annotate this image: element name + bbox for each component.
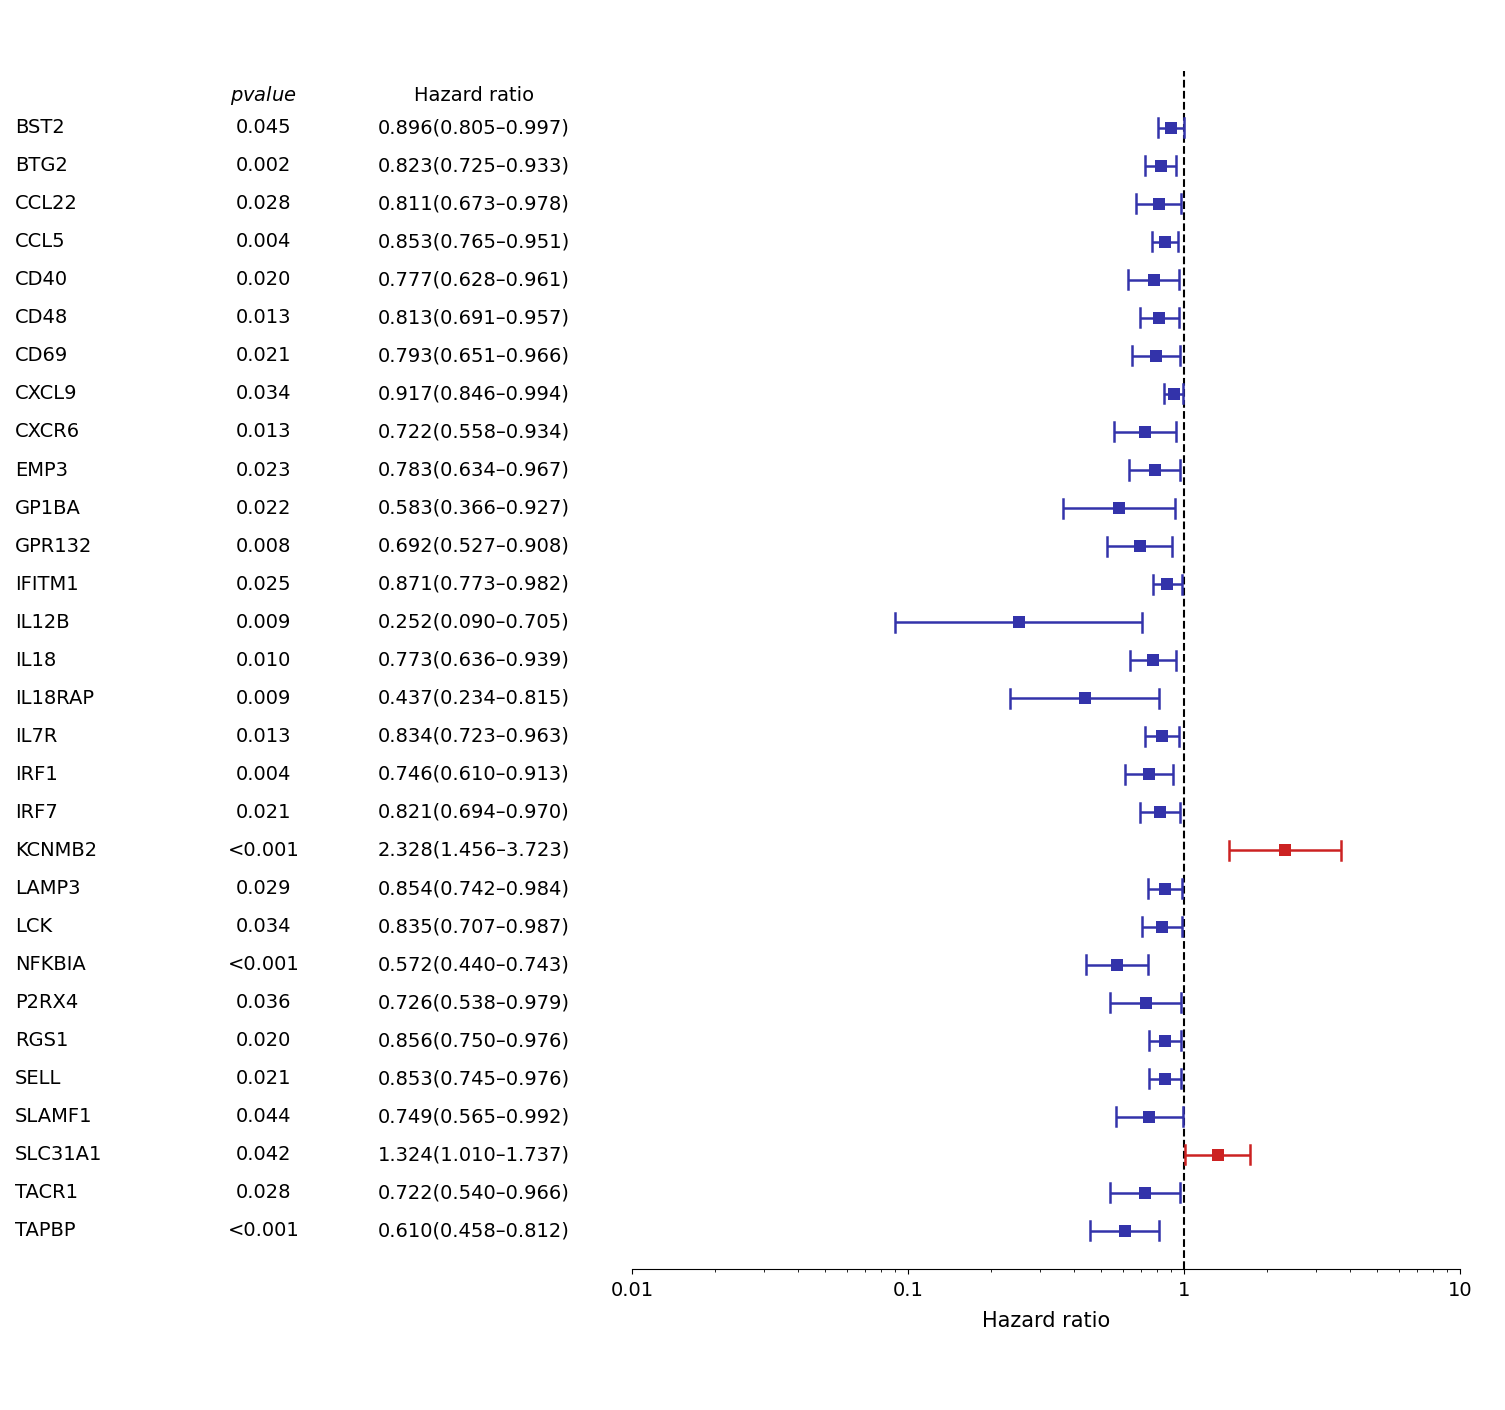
Text: 0.834(0.723–0.963): 0.834(0.723–0.963) xyxy=(378,726,570,746)
Text: 0.823(0.725–0.933): 0.823(0.725–0.933) xyxy=(378,157,570,175)
Text: CD69: CD69 xyxy=(15,347,68,365)
Text: Hazard ratio: Hazard ratio xyxy=(414,86,534,104)
Text: 0.610(0.458–0.812): 0.610(0.458–0.812) xyxy=(378,1221,570,1241)
Text: 0.854(0.742–0.984): 0.854(0.742–0.984) xyxy=(378,878,570,898)
Text: <0.001: <0.001 xyxy=(227,955,299,974)
Text: 0.572(0.440–0.743): 0.572(0.440–0.743) xyxy=(378,955,570,974)
Text: 0.013: 0.013 xyxy=(236,423,290,441)
Text: CD40: CD40 xyxy=(15,271,68,289)
X-axis label: Hazard ratio: Hazard ratio xyxy=(981,1311,1111,1331)
Text: 0.871(0.773–0.982): 0.871(0.773–0.982) xyxy=(378,575,570,594)
Text: SLAMF1: SLAMF1 xyxy=(15,1107,92,1127)
Text: 0.821(0.694–0.970): 0.821(0.694–0.970) xyxy=(378,802,570,822)
Text: KCNMB2: KCNMB2 xyxy=(15,840,98,860)
Text: 0.020: 0.020 xyxy=(236,1031,290,1050)
Text: 0.036: 0.036 xyxy=(236,993,290,1012)
Text: BST2: BST2 xyxy=(15,118,65,137)
Text: 0.044: 0.044 xyxy=(236,1107,290,1127)
Text: 0.004: 0.004 xyxy=(236,764,290,784)
Text: CXCR6: CXCR6 xyxy=(15,423,80,441)
Text: 0.034: 0.034 xyxy=(236,916,290,936)
Text: IL12B: IL12B xyxy=(15,613,69,632)
Text: EMP3: EMP3 xyxy=(15,461,68,479)
Text: CD48: CD48 xyxy=(15,309,68,327)
Text: 1.324(1.010–1.737): 1.324(1.010–1.737) xyxy=(378,1145,570,1165)
Text: 0.746(0.610–0.913): 0.746(0.610–0.913) xyxy=(378,764,570,784)
Text: 0.856(0.750–0.976): 0.856(0.750–0.976) xyxy=(378,1031,570,1050)
Text: 0.896(0.805–0.997): 0.896(0.805–0.997) xyxy=(378,118,570,137)
Text: IL7R: IL7R xyxy=(15,726,57,746)
Text: P2RX4: P2RX4 xyxy=(15,993,78,1012)
Text: <0.001: <0.001 xyxy=(227,1221,299,1241)
Text: 0.813(0.691–0.957): 0.813(0.691–0.957) xyxy=(378,309,570,327)
Text: 0.008: 0.008 xyxy=(236,537,290,556)
Text: 0.010: 0.010 xyxy=(236,651,290,670)
Text: CXCL9: CXCL9 xyxy=(15,385,78,403)
Text: $p$value: $p$value xyxy=(230,83,296,107)
Text: RGS1: RGS1 xyxy=(15,1031,68,1050)
Text: SLC31A1: SLC31A1 xyxy=(15,1145,102,1165)
Text: NFKBIA: NFKBIA xyxy=(15,955,86,974)
Text: 0.025: 0.025 xyxy=(236,575,290,594)
Text: 0.853(0.745–0.976): 0.853(0.745–0.976) xyxy=(378,1069,570,1089)
Text: 0.009: 0.009 xyxy=(236,689,290,708)
Text: TAPBP: TAPBP xyxy=(15,1221,75,1241)
Text: 0.811(0.673–0.978): 0.811(0.673–0.978) xyxy=(378,195,570,213)
Text: GP1BA: GP1BA xyxy=(15,499,81,517)
Text: 0.722(0.540–0.966): 0.722(0.540–0.966) xyxy=(378,1183,570,1203)
Text: 0.783(0.634–0.967): 0.783(0.634–0.967) xyxy=(378,461,570,479)
Text: 2.328(1.456–3.723): 2.328(1.456–3.723) xyxy=(378,840,570,860)
Text: 0.777(0.628–0.961): 0.777(0.628–0.961) xyxy=(378,271,570,289)
Text: 0.773(0.636–0.939): 0.773(0.636–0.939) xyxy=(378,651,570,670)
Text: LCK: LCK xyxy=(15,916,53,936)
Text: 0.437(0.234–0.815): 0.437(0.234–0.815) xyxy=(378,689,570,708)
Text: GPR132: GPR132 xyxy=(15,537,92,556)
Text: 0.853(0.765–0.951): 0.853(0.765–0.951) xyxy=(378,233,570,251)
Text: LAMP3: LAMP3 xyxy=(15,878,81,898)
Text: TACR1: TACR1 xyxy=(15,1183,78,1203)
Text: IFITM1: IFITM1 xyxy=(15,575,78,594)
Text: 0.013: 0.013 xyxy=(236,726,290,746)
Text: 0.692(0.527–0.908): 0.692(0.527–0.908) xyxy=(378,537,570,556)
Text: CCL5: CCL5 xyxy=(15,233,66,251)
Text: 0.020: 0.020 xyxy=(236,271,290,289)
Text: 0.023: 0.023 xyxy=(236,461,290,479)
Text: 0.917(0.846–0.994): 0.917(0.846–0.994) xyxy=(378,385,570,403)
Text: 0.029: 0.029 xyxy=(236,878,290,898)
Text: 0.722(0.558–0.934): 0.722(0.558–0.934) xyxy=(378,423,570,441)
Text: 0.009: 0.009 xyxy=(236,613,290,632)
Text: CCL22: CCL22 xyxy=(15,195,78,213)
Text: 0.252(0.090–0.705): 0.252(0.090–0.705) xyxy=(378,613,570,632)
Text: 0.021: 0.021 xyxy=(236,802,290,822)
Text: 0.021: 0.021 xyxy=(236,1069,290,1089)
Text: 0.034: 0.034 xyxy=(236,385,290,403)
Text: IL18RAP: IL18RAP xyxy=(15,689,93,708)
Text: 0.045: 0.045 xyxy=(236,118,290,137)
Text: 0.042: 0.042 xyxy=(236,1145,290,1165)
Text: 0.726(0.538–0.979): 0.726(0.538–0.979) xyxy=(378,993,570,1012)
Text: 0.002: 0.002 xyxy=(236,157,290,175)
Text: 0.749(0.565–0.992): 0.749(0.565–0.992) xyxy=(378,1107,570,1127)
Text: 0.013: 0.013 xyxy=(236,309,290,327)
Text: 0.021: 0.021 xyxy=(236,347,290,365)
Text: IL18: IL18 xyxy=(15,651,56,670)
Text: 0.022: 0.022 xyxy=(236,499,290,517)
Text: 0.793(0.651–0.966): 0.793(0.651–0.966) xyxy=(378,347,570,365)
Text: 0.004: 0.004 xyxy=(236,233,290,251)
Text: SELL: SELL xyxy=(15,1069,62,1089)
Text: IRF1: IRF1 xyxy=(15,764,57,784)
Text: 0.028: 0.028 xyxy=(236,195,290,213)
Text: IRF7: IRF7 xyxy=(15,802,57,822)
Text: <0.001: <0.001 xyxy=(227,840,299,860)
Text: BTG2: BTG2 xyxy=(15,157,68,175)
Text: 0.583(0.366–0.927): 0.583(0.366–0.927) xyxy=(378,499,570,517)
Text: 0.028: 0.028 xyxy=(236,1183,290,1203)
Text: 0.835(0.707–0.987): 0.835(0.707–0.987) xyxy=(378,916,570,936)
